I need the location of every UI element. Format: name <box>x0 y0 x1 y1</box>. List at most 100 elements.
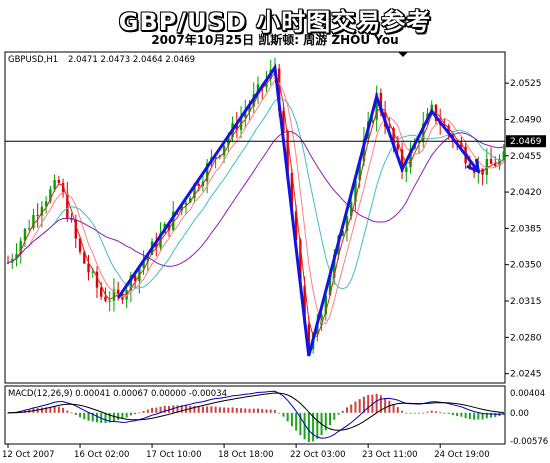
macd-bar <box>413 412 416 414</box>
candle-body <box>27 228 31 230</box>
macd-bar <box>439 412 442 413</box>
candle-body <box>341 230 344 236</box>
macd-bar <box>168 406 171 413</box>
macd-bar <box>79 412 82 418</box>
macd-bar <box>299 412 302 436</box>
macd-bar <box>117 412 120 420</box>
candle-body <box>91 271 94 273</box>
macd-bar <box>468 412 471 420</box>
page-title: GBP/USD 小时图交易参考 <box>118 8 432 36</box>
candle-body <box>286 131 289 173</box>
arrow-head-icon <box>466 158 481 174</box>
macd-bar <box>40 407 43 413</box>
candle-body <box>129 275 133 291</box>
macd-lines <box>7 390 504 439</box>
candle-body <box>379 92 383 113</box>
macd-bar <box>151 408 154 413</box>
macd-bar <box>176 405 179 413</box>
macd-bar <box>223 407 226 413</box>
candle-body <box>112 289 116 301</box>
macd-bar <box>286 412 289 422</box>
candle-body <box>66 193 69 219</box>
candle-body <box>167 223 171 231</box>
y-tick-label: 2.0420 <box>510 188 542 198</box>
macd-bar <box>392 404 395 413</box>
trend-line <box>116 63 480 357</box>
candle-body <box>70 218 73 220</box>
ohlc-label: 2.0471 2.0473 2.0464 2.0469 <box>68 55 195 65</box>
macd-bar <box>87 412 90 421</box>
macd-bar <box>405 412 408 414</box>
macd-bar <box>248 408 251 413</box>
ma-cyan-line <box>7 97 504 290</box>
macd-bar <box>329 412 332 426</box>
candle-body <box>83 251 86 264</box>
candle-body <box>405 167 408 172</box>
macd-bar <box>49 406 52 413</box>
candle-body <box>388 126 391 129</box>
macd-bar <box>337 412 340 415</box>
candle-body <box>400 149 404 172</box>
current-price-tag <box>506 135 546 148</box>
candle-body <box>489 158 493 164</box>
candle-body <box>320 314 323 325</box>
macd-bar <box>490 412 493 418</box>
macd-bar <box>481 412 484 420</box>
candle-body <box>256 84 260 94</box>
macd-bar <box>66 410 69 413</box>
macd-bar <box>218 407 221 413</box>
macd-bar <box>473 412 476 420</box>
macd-bar <box>273 409 276 413</box>
macd-bar <box>324 412 327 431</box>
macd-bar <box>163 405 166 413</box>
candle-body <box>100 287 103 297</box>
macd-bar <box>290 412 293 427</box>
page-subtitle: 2007年10月25日 凯斯顿: 周游 ZHOU You <box>151 33 399 47</box>
candle-body <box>36 214 39 216</box>
candle-body <box>299 240 302 286</box>
candle-body <box>422 123 425 142</box>
macd-bar <box>447 412 450 414</box>
ma-slow-line <box>7 130 504 267</box>
candle-body <box>324 295 327 315</box>
macd-bar <box>201 406 204 413</box>
y-tick-label: 2.0245 <box>510 370 542 380</box>
candle-body <box>350 201 353 217</box>
candle-body <box>345 216 349 231</box>
candle-body <box>460 142 463 147</box>
candle-body <box>396 143 400 150</box>
time-axis: 12 Oct 2007 16 Oct 02:00 17 Oct 10:00 18 Oc… <box>2 444 490 460</box>
candle-body <box>277 68 281 112</box>
macd-bar <box>91 412 94 422</box>
macd-bar <box>235 408 238 413</box>
macd-bar <box>121 412 124 420</box>
candle-body <box>193 183 196 199</box>
macd-bar <box>142 410 145 413</box>
candle-body <box>87 263 90 273</box>
macd-bar <box>227 407 230 413</box>
candle-body <box>417 141 421 143</box>
macd-signal-line <box>8 392 504 431</box>
macd-bar <box>443 412 446 414</box>
candle-body <box>142 261 145 268</box>
macd-bar <box>83 412 86 420</box>
candle-body <box>494 163 497 167</box>
macd-bar <box>240 408 243 413</box>
candle-body <box>316 324 319 335</box>
candle-body <box>32 214 35 229</box>
macd-bar <box>108 412 111 423</box>
macd-bar <box>282 412 285 417</box>
candle-body <box>282 111 285 132</box>
candle-body <box>371 119 374 122</box>
macd-bar <box>464 412 467 419</box>
candle-body <box>116 289 120 294</box>
x-tick-label: 18 Oct 18:00 <box>218 450 273 460</box>
macd-bar <box>265 409 268 413</box>
x-tick-label: 24 Oct 19:00 <box>434 450 489 460</box>
candle-body <box>57 179 61 183</box>
macd-bar <box>354 401 357 413</box>
macd-bar <box>430 410 433 413</box>
candle-body <box>328 277 332 296</box>
macd-bar <box>303 412 306 440</box>
current-price-label: 2.0469 <box>510 137 542 147</box>
